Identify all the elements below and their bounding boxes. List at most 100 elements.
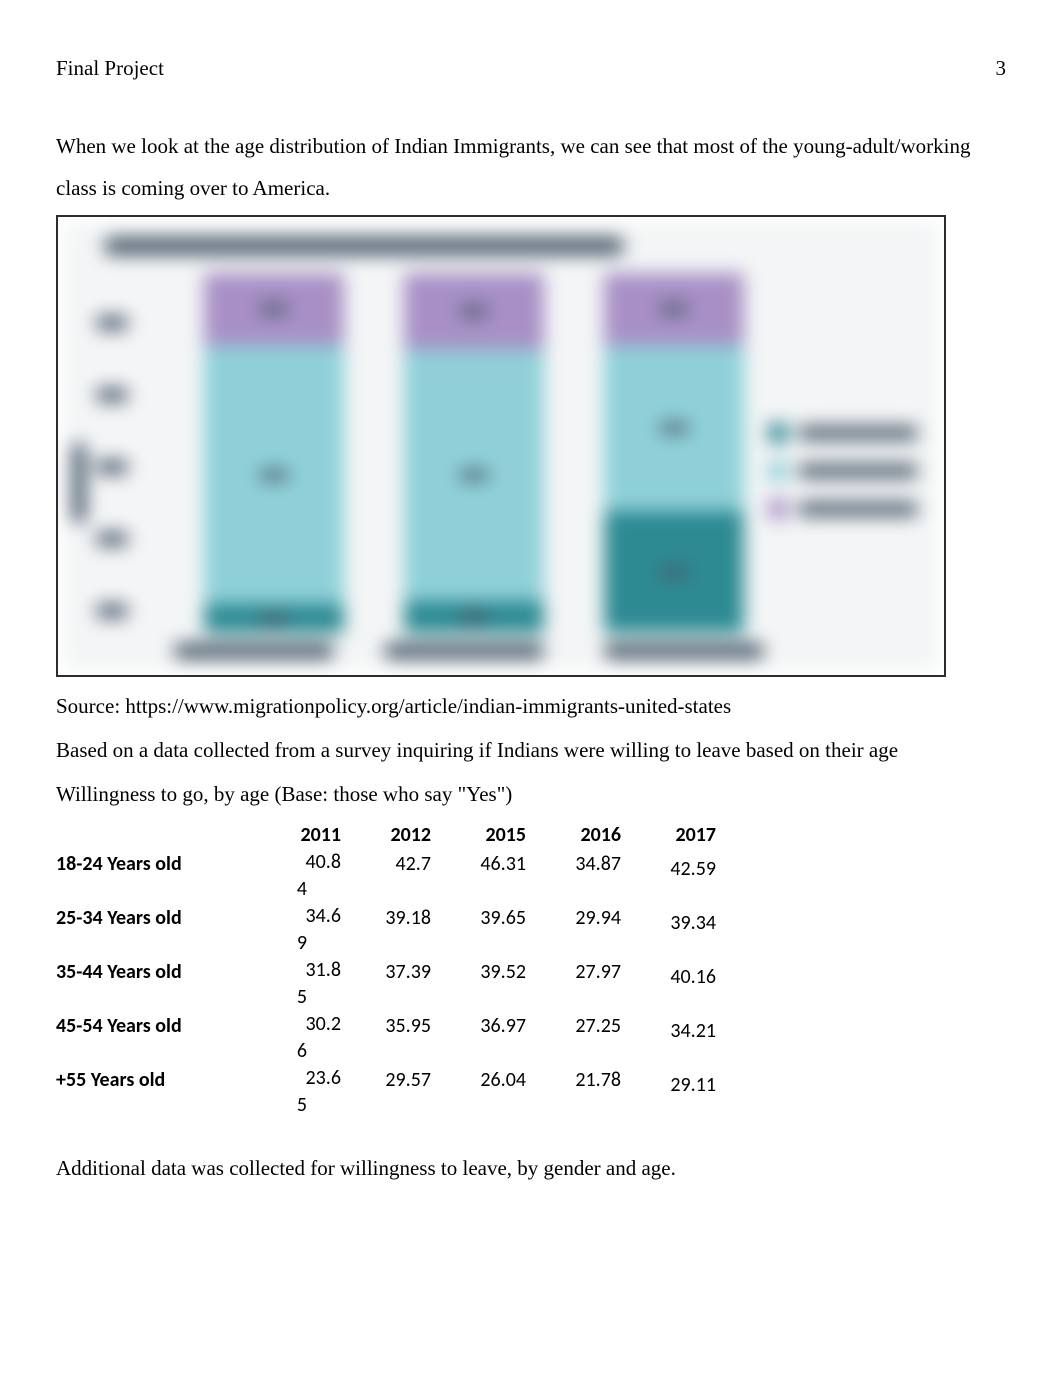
table-cell-value: 9 [297, 930, 341, 957]
table-cell: 36.97 [431, 1011, 526, 1038]
table-cell-value: 5 [297, 1092, 341, 1119]
table-cell-value: 4 [297, 876, 341, 903]
legend-item [768, 461, 918, 481]
bar-segment [404, 273, 544, 349]
table-cell-value: 34.6 [306, 903, 341, 930]
bar-segment-label-blob [259, 613, 289, 625]
table-cell: 34.87 [526, 849, 621, 876]
table-cell: 23.65 [251, 1065, 341, 1119]
x-axis-label-blob [174, 643, 334, 659]
bar-segment [404, 349, 544, 601]
legend-swatch [768, 499, 788, 519]
bar-segment-label-blob [259, 303, 289, 315]
table-cell: 29.11 [621, 1065, 716, 1102]
bar-group [604, 273, 744, 633]
y-tick [96, 532, 128, 546]
x-axis-label-blob [384, 643, 544, 659]
stacked-bar [604, 273, 744, 633]
table-cell: 29.94 [526, 903, 621, 930]
bar-segment [204, 345, 344, 604]
stacked-bar [204, 273, 344, 633]
paragraph-table-caption: Willingness to go, by age (Base: those w… [56, 773, 1006, 815]
table-cell: 26.04 [431, 1065, 526, 1092]
page-header: Final Project 3 [56, 56, 1006, 81]
table-cell: 27.25 [526, 1011, 621, 1038]
paragraph-survey: Based on a data collected from a survey … [56, 729, 1006, 771]
table-cell-value: 6 [297, 1038, 341, 1065]
page-number: 3 [996, 56, 1007, 81]
table-cell: 27.97 [526, 957, 621, 984]
table-cell: 42.59 [621, 849, 716, 886]
table-row: 18-24 Years old40.8442.746.3134.8742.59 [56, 849, 716, 903]
table-cell: 30.26 [251, 1011, 341, 1065]
table-cell-value: 31.8 [306, 957, 341, 984]
legend-swatch [768, 423, 788, 443]
chart-legend [768, 423, 918, 543]
table-header-row: 2011 2012 2015 2016 2017 [56, 823, 716, 849]
bar-segment-label-blob [659, 303, 689, 315]
table-cell-value: 30.2 [306, 1011, 341, 1038]
y-tick [96, 460, 128, 474]
y-tick [96, 604, 128, 618]
legend-item [768, 499, 918, 519]
table-cell: 34.21 [621, 1011, 716, 1048]
table-cell: 40.84 [251, 849, 341, 903]
table-row: 35-44 Years old31.8537.3939.5227.9740.16 [56, 957, 716, 1011]
bar-segment [204, 273, 344, 345]
table-header-blank [56, 823, 251, 847]
table-header-col: 2017 [621, 823, 716, 847]
table-cell: 39.65 [431, 903, 526, 930]
table-cell: 34.69 [251, 903, 341, 957]
chart-canvas [64, 223, 938, 669]
chart-title-blob [104, 237, 624, 255]
plot-area [144, 273, 764, 633]
table-row: 45-54 Years old30.2635.9536.9727.2534.21 [56, 1011, 716, 1065]
table-cell-value: 23.6 [306, 1065, 341, 1092]
bar-segment-label-blob [459, 305, 489, 317]
legend-item [768, 423, 918, 443]
paragraph-additional: Additional data was collected for willin… [56, 1147, 1006, 1189]
x-axis-label-blob [604, 643, 764, 659]
y-axis-label-blob [72, 443, 86, 523]
legend-swatch [768, 461, 788, 481]
table-row-label: 35-44 Years old [56, 957, 251, 984]
y-tick [96, 388, 128, 402]
table-cell: 39.18 [341, 903, 431, 930]
table-row: +55 Years old23.6529.5726.0421.7829.11 [56, 1065, 716, 1119]
table-cell-value: 40.8 [306, 849, 341, 876]
table-cell-value: 5 [297, 984, 341, 1011]
bar-segment-label-blob [659, 422, 689, 434]
table-body: 18-24 Years old40.8442.746.3134.8742.592… [56, 849, 716, 1119]
bar-group [204, 273, 344, 633]
bar-segment [604, 273, 744, 345]
willingness-table: 2011 2012 2015 2016 2017 18-24 Years old… [56, 823, 716, 1119]
table-header-col: 2016 [526, 823, 621, 847]
table-cell: 37.39 [341, 957, 431, 984]
bar-segment [404, 601, 544, 633]
legend-label-blob [798, 426, 918, 440]
legend-label-blob [798, 464, 918, 478]
bar-segment [604, 345, 744, 511]
chart-source: Source: https://www.migrationpolicy.org/… [56, 685, 1006, 727]
table-cell: 35.95 [341, 1011, 431, 1038]
table-cell: 31.85 [251, 957, 341, 1011]
bar-segment [604, 511, 744, 633]
table-row-label: 45-54 Years old [56, 1011, 251, 1038]
table-cell: 40.16 [621, 957, 716, 994]
legend-label-blob [798, 502, 918, 516]
table-header-col: 2015 [431, 823, 526, 847]
paragraph-intro: When we look at the age distribution of … [56, 125, 1006, 209]
bar-segment-label-blob [459, 611, 489, 623]
bar-group [404, 273, 544, 633]
bar-segment-label-blob [659, 566, 689, 578]
table-cell: 29.57 [341, 1065, 431, 1092]
bar-segment-label-blob [459, 469, 489, 481]
bar-segment [204, 604, 344, 633]
stacked-bar [404, 273, 544, 633]
table-cell: 39.52 [431, 957, 526, 984]
table-header-col: 2012 [341, 823, 431, 847]
table-row-label: 25-34 Years old [56, 903, 251, 930]
table-cell: 46.31 [431, 849, 526, 876]
table-row-label: 18-24 Years old [56, 849, 251, 876]
bar-segment-label-blob [259, 469, 289, 481]
